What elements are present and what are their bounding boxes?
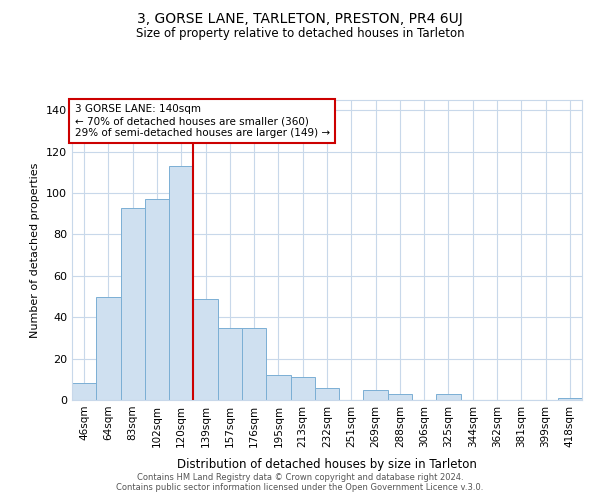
Text: Contains HM Land Registry data © Crown copyright and database right 2024.: Contains HM Land Registry data © Crown c… bbox=[137, 474, 463, 482]
Text: Contains public sector information licensed under the Open Government Licence v.: Contains public sector information licen… bbox=[116, 484, 484, 492]
Bar bbox=[364, 390, 388, 400]
Bar bbox=[72, 384, 96, 400]
Bar bbox=[290, 377, 315, 400]
Bar bbox=[218, 328, 242, 400]
Bar bbox=[436, 394, 461, 400]
Bar bbox=[121, 208, 145, 400]
Bar bbox=[169, 166, 193, 400]
X-axis label: Distribution of detached houses by size in Tarleton: Distribution of detached houses by size … bbox=[177, 458, 477, 471]
Y-axis label: Number of detached properties: Number of detached properties bbox=[31, 162, 40, 338]
Bar bbox=[96, 296, 121, 400]
Text: 3 GORSE LANE: 140sqm
← 70% of detached houses are smaller (360)
29% of semi-deta: 3 GORSE LANE: 140sqm ← 70% of detached h… bbox=[74, 104, 329, 138]
Bar bbox=[193, 298, 218, 400]
Bar bbox=[315, 388, 339, 400]
Bar bbox=[388, 394, 412, 400]
Bar bbox=[145, 200, 169, 400]
Text: Size of property relative to detached houses in Tarleton: Size of property relative to detached ho… bbox=[136, 28, 464, 40]
Bar bbox=[266, 375, 290, 400]
Bar bbox=[558, 398, 582, 400]
Bar bbox=[242, 328, 266, 400]
Text: 3, GORSE LANE, TARLETON, PRESTON, PR4 6UJ: 3, GORSE LANE, TARLETON, PRESTON, PR4 6U… bbox=[137, 12, 463, 26]
